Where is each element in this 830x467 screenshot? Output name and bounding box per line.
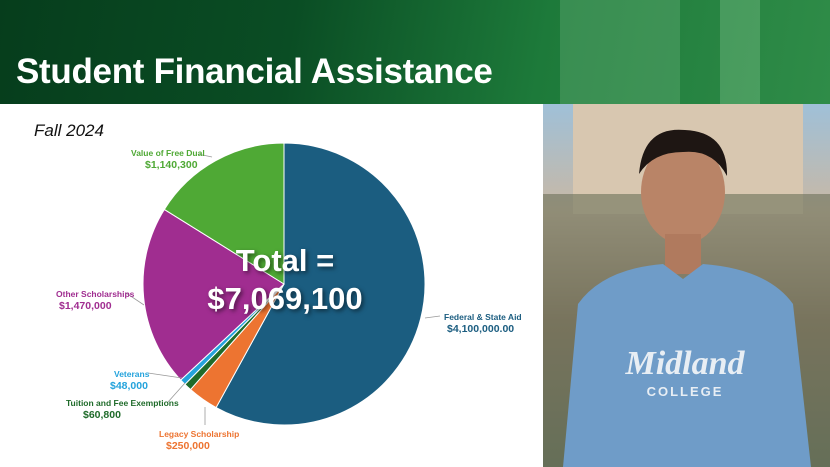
- leader-line: [147, 372, 183, 379]
- slice-value: $60,800: [83, 409, 121, 421]
- slice-value: $4,100,000.00: [447, 323, 515, 335]
- slice-value: $1,140,300: [145, 159, 198, 171]
- svg-text:COLLEGE: COLLEGE: [647, 384, 724, 399]
- pie-chart: [125, 142, 441, 426]
- pie-slice-value-of-free-dual: [163, 142, 285, 285]
- leader-line: [424, 315, 441, 319]
- total-label-value: $7,069,100: [207, 281, 363, 316]
- slice-label: Federal & State Aid: [444, 312, 522, 322]
- slice-value: $250,000: [166, 440, 210, 452]
- building-image: [560, 0, 680, 104]
- page-title: Student Financial Assistance: [16, 52, 493, 91]
- subtitle: Fall 2024: [34, 121, 104, 140]
- student-illustration: Midland COLLEGE: [543, 104, 830, 467]
- slice-value: $1,470,000: [59, 300, 112, 312]
- pie-slice-other-scholarships: [142, 208, 285, 381]
- leader-line: [125, 292, 145, 306]
- total-label-line1: Total =: [235, 243, 335, 278]
- slice-label: Value of Free Dual: [131, 148, 205, 158]
- building-column: [720, 0, 760, 104]
- slice-value: $48,000: [110, 380, 148, 392]
- pie-slice-federal-state-aid: [215, 142, 426, 426]
- leader-line: [197, 153, 213, 158]
- total-label: Total = $7,069,100: [180, 242, 390, 318]
- slice-label: Legacy Scholarship: [159, 429, 240, 439]
- student-photo: Midland COLLEGE: [543, 104, 830, 467]
- shirt-logo: Midland: [624, 345, 745, 382]
- slice-label: Other Scholarships: [56, 289, 135, 299]
- header-banner: Student Financial Assistance: [0, 0, 830, 104]
- slice-label: Tuition and Fee Exemptions: [66, 398, 179, 408]
- slice-label: Veterans: [114, 369, 150, 379]
- leader-line: [167, 382, 186, 403]
